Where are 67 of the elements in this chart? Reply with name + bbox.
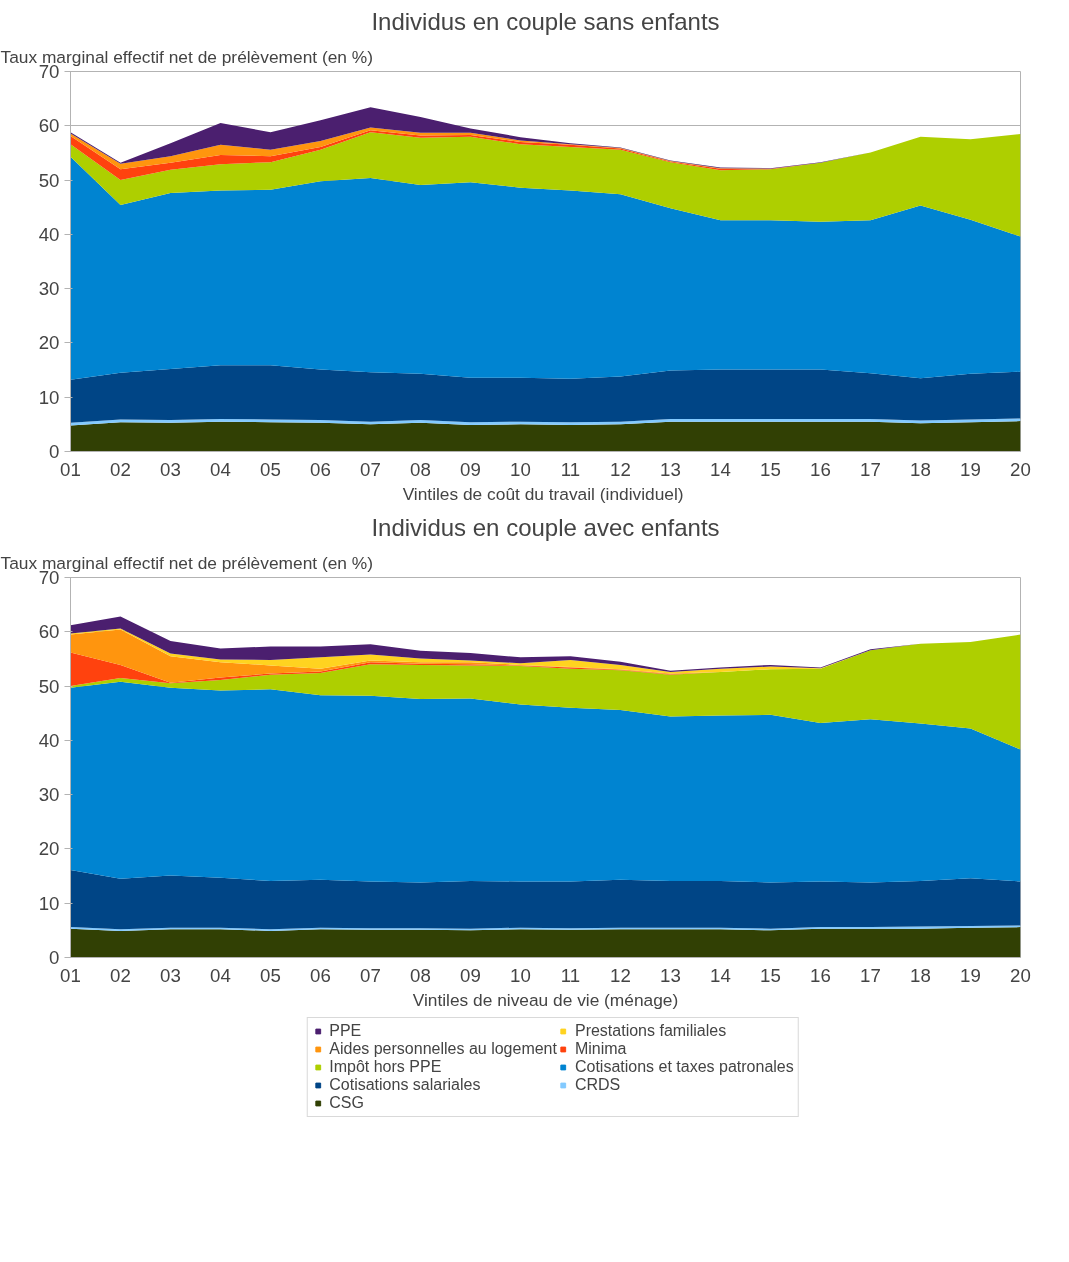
- x-tick-label: 13: [660, 458, 681, 480]
- x-tick-label: 06: [310, 964, 331, 986]
- x-axis-title: Vintiles de coût du travail (individuel): [402, 483, 684, 504]
- x-tick-label: 20: [1010, 458, 1031, 480]
- x-tick-label: 16: [810, 964, 831, 986]
- x-tick-label: 11: [560, 964, 581, 986]
- x-tick-label: 05: [260, 458, 281, 480]
- x-tick-label: 15: [760, 964, 781, 986]
- chart-title: Individus en couple avec enfants: [371, 513, 720, 541]
- x-tick-label: 09: [460, 458, 481, 480]
- x-tick-label: 07: [360, 964, 381, 986]
- x-tick-label: 13: [660, 964, 681, 986]
- y-tick-label: 50: [38, 169, 60, 191]
- x-tick-label: 02: [110, 964, 131, 986]
- x-tick-label: 19: [960, 964, 981, 986]
- y-tick-label: 0: [49, 441, 60, 462]
- x-tick-label: 09: [460, 964, 481, 986]
- legend-label: Aides personnelles au logement: [329, 1040, 557, 1058]
- x-tick-label: 19: [960, 458, 981, 480]
- x-tick-label: 08: [410, 458, 431, 480]
- x-tick-label: 12: [610, 458, 631, 480]
- x-tick-label: 03: [160, 458, 181, 480]
- y-tick-label: 0: [49, 947, 60, 968]
- legend-label: CRDS: [574, 1076, 621, 1094]
- x-tick-label: 06: [310, 458, 331, 480]
- legend-label: PPE: [329, 1022, 362, 1040]
- x-tick-label: 02: [110, 458, 131, 480]
- x-tick-label: 14: [710, 964, 731, 986]
- x-axis-title: Vintiles de niveau de vie (ménage): [412, 989, 679, 1010]
- x-tick-label: 20: [1010, 964, 1031, 986]
- x-tick-label: 16: [810, 458, 831, 480]
- chart-title: Individus en couple sans enfants: [371, 7, 720, 35]
- legend-label: Prestations familiales: [574, 1022, 727, 1040]
- x-tick-label: 03: [160, 964, 181, 986]
- legend-label: Minima: [574, 1040, 627, 1058]
- x-tick-label: 04: [210, 964, 231, 986]
- legend-label: Impôt hors PPE: [329, 1058, 442, 1076]
- y-tick-label: 40: [38, 223, 60, 245]
- x-tick-label: 11: [560, 458, 581, 480]
- y-tick-label: 30: [38, 784, 60, 806]
- x-tick-label: 10: [510, 964, 531, 986]
- x-tick-label: 17: [860, 458, 881, 480]
- y-tick-label: 60: [38, 115, 60, 137]
- x-tick-label: 01: [60, 458, 81, 480]
- x-tick-label: 12: [610, 964, 631, 986]
- legend-label: Cotisations salariales: [329, 1076, 481, 1094]
- x-tick-label: 10: [510, 458, 531, 480]
- y-tick-label: 50: [38, 675, 60, 697]
- x-tick-label: 15: [760, 458, 781, 480]
- y-tick-label: 10: [38, 892, 60, 914]
- x-tick-label: 05: [260, 964, 281, 986]
- x-tick-label: 07: [360, 458, 381, 480]
- y-tick-label: 40: [38, 729, 60, 751]
- legend-label: Cotisations et taxes patronales: [574, 1058, 794, 1076]
- y-tick-label: 60: [38, 621, 60, 643]
- x-tick-label: 04: [210, 458, 231, 480]
- y-tick-label: 30: [38, 278, 60, 300]
- x-tick-label: 18: [910, 964, 931, 986]
- y-tick-label: 20: [38, 332, 60, 354]
- x-tick-label: 17: [860, 964, 881, 986]
- x-tick-label: 18: [910, 458, 931, 480]
- x-tick-label: 08: [410, 964, 431, 986]
- x-tick-label: 14: [710, 458, 731, 480]
- x-tick-label: 01: [60, 964, 81, 986]
- legend-label: CSG: [329, 1094, 364, 1112]
- y-tick-label: 10: [38, 386, 60, 408]
- y-tick-label: 20: [38, 838, 60, 860]
